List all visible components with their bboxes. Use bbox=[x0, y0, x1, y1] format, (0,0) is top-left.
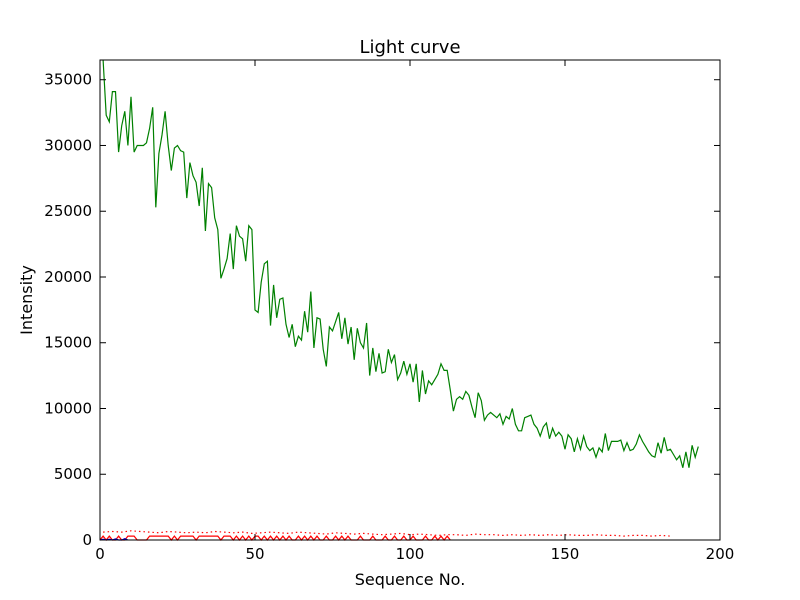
y-tick-label: 25000 bbox=[44, 202, 92, 220]
y-tick-label: 0 bbox=[82, 531, 92, 549]
x-tick-label: 100 bbox=[396, 545, 425, 563]
series-line-0 bbox=[102, 59, 699, 468]
chart-title: Light curve bbox=[359, 37, 460, 58]
y-tick-label: 15000 bbox=[44, 334, 92, 352]
plot-area bbox=[100, 60, 720, 540]
y-tick-label: 30000 bbox=[44, 136, 92, 154]
ticks-layer: 0 50 100 150 200 0 5000 10000 15000 20000 25000 300… bbox=[44, 60, 734, 563]
y-tick-label: 10000 bbox=[44, 399, 92, 417]
plot-frame bbox=[99, 59, 721, 541]
y-tick-label: 20000 bbox=[44, 268, 92, 286]
x-tick-label: 50 bbox=[245, 545, 264, 563]
series-line-1 bbox=[103, 530, 671, 537]
y-axis-label: Intensity bbox=[17, 265, 36, 335]
series-layer bbox=[99, 59, 699, 541]
x-axis-label: Sequence No. bbox=[355, 570, 466, 589]
x-tick-label: 150 bbox=[551, 545, 580, 563]
y-tick-label: 5000 bbox=[54, 465, 92, 483]
y-tick-label: 35000 bbox=[44, 71, 92, 89]
x-tick-label: 0 bbox=[95, 545, 105, 563]
series-line-2 bbox=[99, 535, 451, 541]
x-tick-label: 200 bbox=[706, 545, 735, 563]
